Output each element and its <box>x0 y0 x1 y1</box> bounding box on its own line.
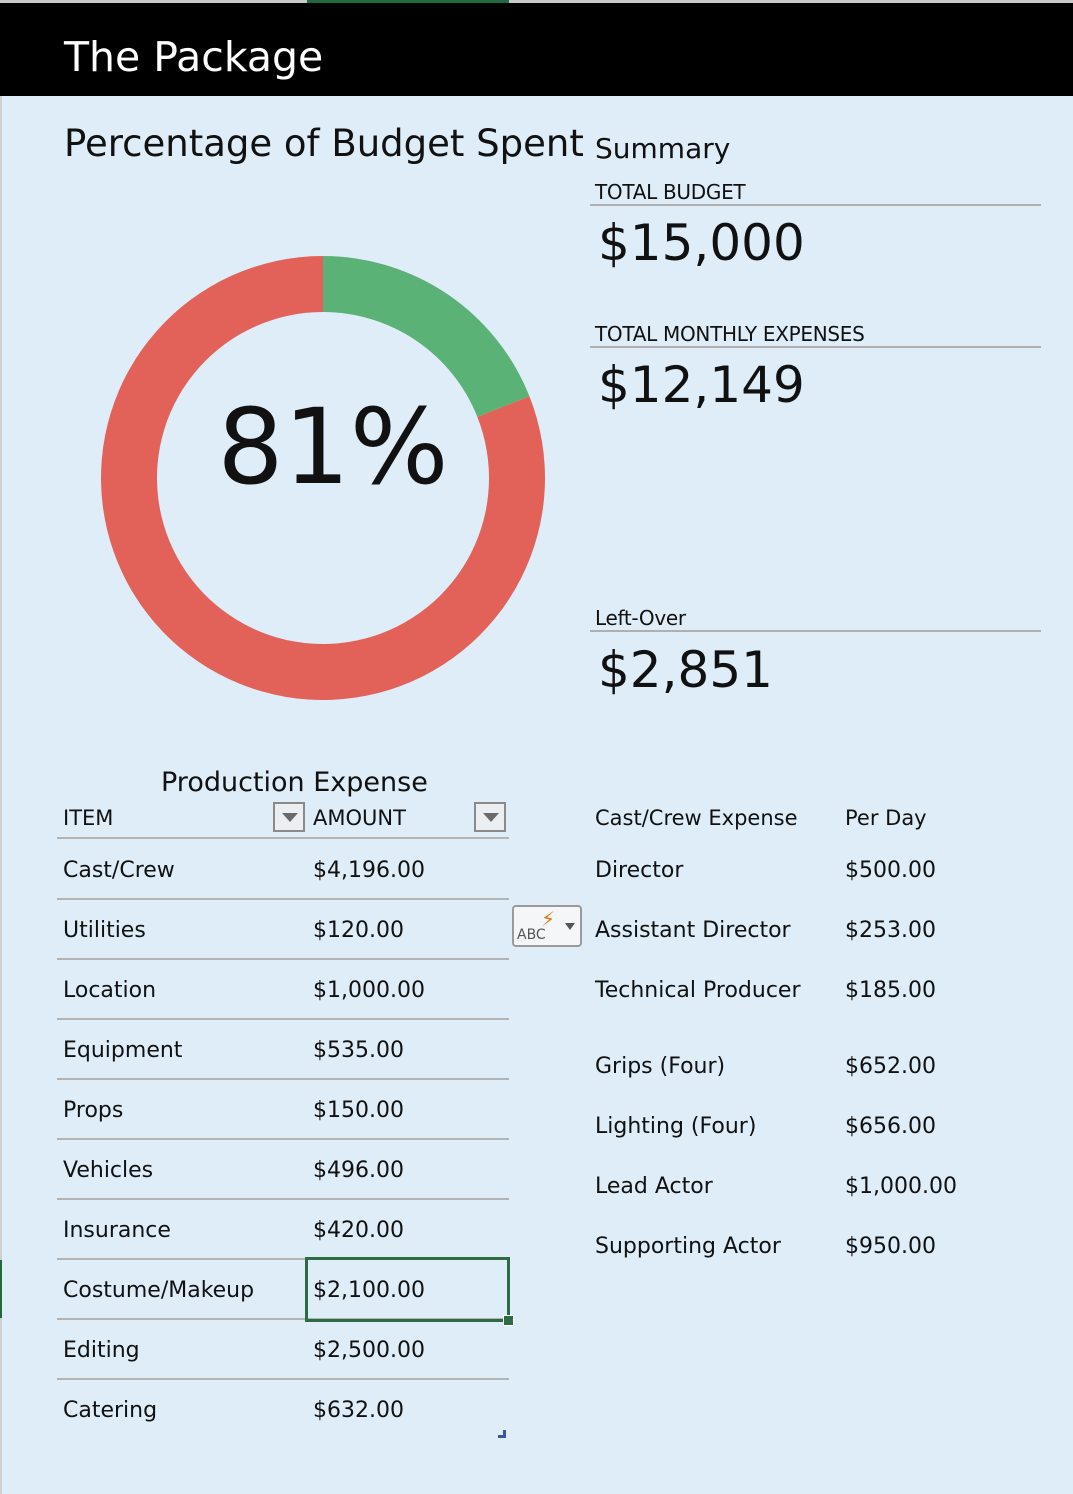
chart-title: Percentage of Budget Spent <box>64 122 584 165</box>
castcrew-amount-cell[interactable]: $656.00 <box>845 1114 936 1139</box>
row-divider <box>57 958 509 960</box>
castcrew-amount-cell[interactable]: $500.00 <box>845 858 936 883</box>
leftover-rule <box>590 630 1041 632</box>
item-cell[interactable]: Insurance <box>63 1218 171 1243</box>
total-budget-label[interactable]: TOTAL BUDGET <box>595 180 746 204</box>
item-cell[interactable]: Equipment <box>63 1038 183 1063</box>
castcrew-amount-cell[interactable]: $253.00 <box>845 918 936 943</box>
castcrew-name-cell[interactable]: Supporting Actor <box>595 1234 781 1259</box>
donut-center-percentage: 81% <box>217 386 449 508</box>
total-expenses-rule <box>590 346 1041 348</box>
item-column-header[interactable]: ITEM <box>63 806 114 830</box>
item-cell[interactable]: Costume/Makeup <box>63 1278 255 1303</box>
item-cell[interactable]: Editing <box>63 1338 140 1363</box>
chevron-down-icon <box>565 923 575 930</box>
selected-row-indicator <box>0 1260 2 1318</box>
row-divider <box>57 1318 509 1320</box>
amount-cell[interactable]: $1,000.00 <box>313 978 425 1003</box>
row-divider <box>57 1198 509 1200</box>
table-row: Props $150.00 <box>57 1080 509 1140</box>
castcrew-name-cell[interactable]: Technical Producer <box>595 978 801 1003</box>
row-header-edge <box>0 96 2 1494</box>
total-budget-value[interactable]: $15,000 <box>598 214 805 272</box>
row-divider <box>57 1378 509 1380</box>
item-filter-dropdown-icon[interactable] <box>273 802 305 832</box>
autocorrect-options-button[interactable]: ABC ⚡ <box>512 905 582 947</box>
castcrew-amount-cell[interactable]: $652.00 <box>845 1054 936 1079</box>
table-row: Insurance $420.00 <box>57 1200 509 1260</box>
amount-cell[interactable]: $150.00 <box>313 1098 404 1123</box>
fill-handle[interactable] <box>503 1315 514 1326</box>
amount-cell[interactable]: $420.00 <box>313 1218 404 1243</box>
lightning-icon: ⚡ <box>541 907 556 931</box>
table-row: Editing $2,500.00 <box>57 1320 509 1380</box>
total-expenses-label[interactable]: TOTAL MONTHLY EXPENSES <box>595 322 865 346</box>
castcrew-name-cell[interactable]: Assistant Director <box>595 918 791 943</box>
item-cell[interactable]: Utilities <box>63 918 146 943</box>
castcrew-name-header[interactable]: Cast/Crew Expense <box>595 806 798 830</box>
castcrew-amount-cell[interactable]: $1,000.00 <box>845 1174 957 1199</box>
castcrew-name-cell[interactable]: Lead Actor <box>595 1174 713 1199</box>
summary-title[interactable]: Summary <box>595 132 731 165</box>
amount-cell[interactable]: $4,196.00 <box>313 858 425 883</box>
title-banner: The Package <box>0 3 1073 96</box>
autocorrect-abc-label: ABC <box>517 927 546 943</box>
item-cell[interactable]: Vehicles <box>63 1158 154 1183</box>
row-divider <box>57 1138 509 1140</box>
table-row: Utilities $120.00 <box>57 900 509 960</box>
budget-donut-chart[interactable] <box>100 255 546 701</box>
amount-cell[interactable]: $496.00 <box>313 1158 404 1183</box>
table-row: Catering $632.00 <box>57 1380 509 1440</box>
row-divider <box>57 1258 509 1260</box>
castcrew-perday-header[interactable]: Per Day <box>845 806 927 830</box>
amount-cell[interactable]: $535.00 <box>313 1038 404 1063</box>
leftover-value[interactable]: $2,851 <box>598 641 773 699</box>
table-row: Cast/Crew $4,196.00 <box>57 840 509 900</box>
table-row: Vehicles $496.00 <box>57 1140 509 1200</box>
amount-cell[interactable]: $120.00 <box>313 918 404 943</box>
row-divider <box>57 898 509 900</box>
table-resize-handle[interactable] <box>498 1430 506 1438</box>
amount-cell[interactable]: $2,100.00 <box>313 1278 425 1303</box>
total-budget-rule <box>590 204 1041 206</box>
item-cell[interactable]: Cast/Crew <box>63 858 175 883</box>
sheet-title[interactable]: The Package <box>64 33 324 81</box>
amount-cell[interactable]: $632.00 <box>313 1398 404 1423</box>
column-header-strip <box>0 0 1073 3</box>
selected-column-indicator <box>307 0 509 3</box>
castcrew-name-cell[interactable]: Lighting (Four) <box>595 1114 757 1139</box>
amount-column-header[interactable]: AMOUNT <box>313 806 406 830</box>
amount-filter-dropdown-icon[interactable] <box>474 802 506 832</box>
row-divider <box>57 1018 509 1020</box>
leftover-label[interactable]: Left-Over <box>595 606 686 630</box>
donut-slice-remaining[interactable] <box>323 256 530 417</box>
production-expense-title[interactable]: Production Expense <box>161 767 428 798</box>
item-cell[interactable]: Catering <box>63 1398 158 1423</box>
item-cell[interactable]: Location <box>63 978 157 1003</box>
castcrew-amount-cell[interactable]: $950.00 <box>845 1234 936 1259</box>
castcrew-name-cell[interactable]: Grips (Four) <box>595 1054 726 1079</box>
amount-cell[interactable]: $2,500.00 <box>313 1338 425 1363</box>
table-row: Equipment $535.00 <box>57 1020 509 1080</box>
castcrew-amount-cell[interactable]: $185.00 <box>845 978 936 1003</box>
row-divider <box>57 1078 509 1080</box>
total-expenses-value[interactable]: $12,149 <box>598 356 805 414</box>
item-cell[interactable]: Props <box>63 1098 124 1123</box>
table-row: Location $1,000.00 <box>57 960 509 1020</box>
table-header-rule <box>57 837 509 839</box>
active-cell-selection[interactable] <box>305 1257 510 1322</box>
table-row: Costume/Makeup $2,100.00 <box>57 1260 509 1320</box>
castcrew-name-cell[interactable]: Director <box>595 858 684 883</box>
